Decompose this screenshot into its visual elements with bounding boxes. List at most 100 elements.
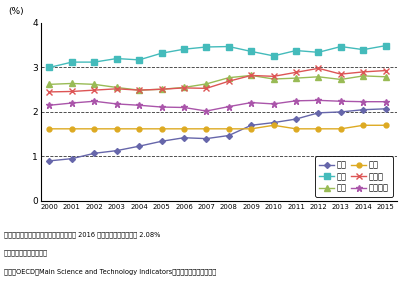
英国: [204, 127, 209, 131]
Text: と報告されている。: と報告されている。: [4, 250, 48, 256]
米国: [249, 74, 254, 77]
英国: [92, 127, 97, 131]
米国: [339, 78, 343, 81]
Text: 備考：全人代提出資料によれば、中国の 2016 年の研究開発費比率は 2.08%: 備考：全人代提出資料によれば、中国の 2016 年の研究開発費比率は 2.08%: [4, 231, 160, 238]
中国: [294, 117, 298, 121]
ドイツ: [383, 69, 388, 72]
中国: [271, 121, 276, 124]
ドイツ: [226, 79, 231, 83]
フランス: [383, 100, 388, 103]
中国: [316, 111, 321, 115]
ドイツ: [181, 86, 186, 90]
中国: [249, 124, 254, 127]
英国: [137, 127, 142, 131]
Text: 資料：OECD「Main Science and Technology Indicators」から経済産業省作成。: 資料：OECD「Main Science and Technology Indi…: [4, 268, 216, 275]
日本: [226, 45, 231, 48]
英国: [159, 127, 164, 131]
Line: 米国: 米国: [47, 73, 388, 93]
日本: [294, 49, 298, 52]
日本: [316, 51, 321, 54]
フランス: [159, 105, 164, 109]
英国: [383, 124, 388, 127]
英国: [114, 127, 119, 131]
中国: [69, 157, 74, 160]
Line: 中国: 中国: [47, 107, 388, 163]
Text: (%): (%): [9, 7, 24, 16]
ドイツ: [204, 87, 209, 90]
ドイツ: [316, 67, 321, 70]
フランス: [271, 102, 276, 106]
日本: [181, 47, 186, 51]
英国: [226, 127, 231, 131]
日本: [69, 60, 74, 64]
米国: [47, 83, 52, 86]
米国: [137, 88, 142, 92]
ドイツ: [159, 88, 164, 91]
米国: [92, 83, 97, 86]
ドイツ: [249, 74, 254, 77]
ドイツ: [294, 71, 298, 74]
米国: [361, 74, 366, 77]
ドイツ: [114, 87, 119, 90]
中国: [226, 134, 231, 137]
中国: [114, 149, 119, 152]
中国: [159, 139, 164, 143]
英国: [249, 127, 254, 131]
ドイツ: [69, 90, 74, 93]
米国: [114, 86, 119, 89]
中国: [361, 108, 366, 111]
ドイツ: [47, 90, 52, 94]
米国: [316, 75, 321, 79]
フランス: [69, 101, 74, 105]
日本: [383, 44, 388, 47]
中国: [339, 110, 343, 114]
日本: [361, 48, 366, 51]
米国: [271, 77, 276, 81]
中国: [92, 152, 97, 155]
中国: [47, 159, 52, 162]
米国: [204, 82, 209, 86]
日本: [47, 66, 52, 69]
フランス: [92, 100, 97, 103]
米国: [383, 75, 388, 79]
フランス: [204, 109, 209, 113]
米国: [159, 88, 164, 91]
Line: 英国: 英国: [47, 123, 388, 131]
日本: [92, 60, 97, 64]
日本: [271, 54, 276, 58]
日本: [137, 58, 142, 62]
米国: [181, 86, 186, 89]
ドイツ: [339, 72, 343, 76]
フランス: [181, 106, 186, 109]
ドイツ: [92, 88, 97, 92]
中国: [181, 136, 186, 139]
英国: [271, 124, 276, 127]
英国: [316, 127, 321, 131]
英国: [294, 127, 298, 131]
米国: [69, 82, 74, 85]
フランス: [294, 99, 298, 102]
日本: [159, 51, 164, 55]
英国: [361, 124, 366, 127]
中国: [383, 107, 388, 110]
フランス: [47, 104, 52, 107]
ドイツ: [361, 70, 366, 74]
フランス: [316, 99, 321, 102]
米国: [294, 76, 298, 80]
ドイツ: [271, 75, 276, 78]
中国: [204, 137, 209, 140]
フランス: [137, 104, 142, 107]
Line: フランス: フランス: [46, 97, 389, 115]
フランス: [249, 101, 254, 104]
英国: [47, 127, 52, 131]
フランス: [361, 100, 366, 103]
ドイツ: [137, 88, 142, 92]
中国: [137, 144, 142, 148]
Legend: 中国, 日本, 米国, 英国, ドイツ, フランス: 中国, 日本, 米国, 英国, ドイツ, フランス: [315, 156, 393, 197]
フランス: [114, 102, 119, 106]
日本: [114, 57, 119, 60]
フランス: [339, 100, 343, 103]
フランス: [226, 105, 231, 108]
日本: [204, 45, 209, 49]
Line: 日本: 日本: [47, 43, 388, 70]
